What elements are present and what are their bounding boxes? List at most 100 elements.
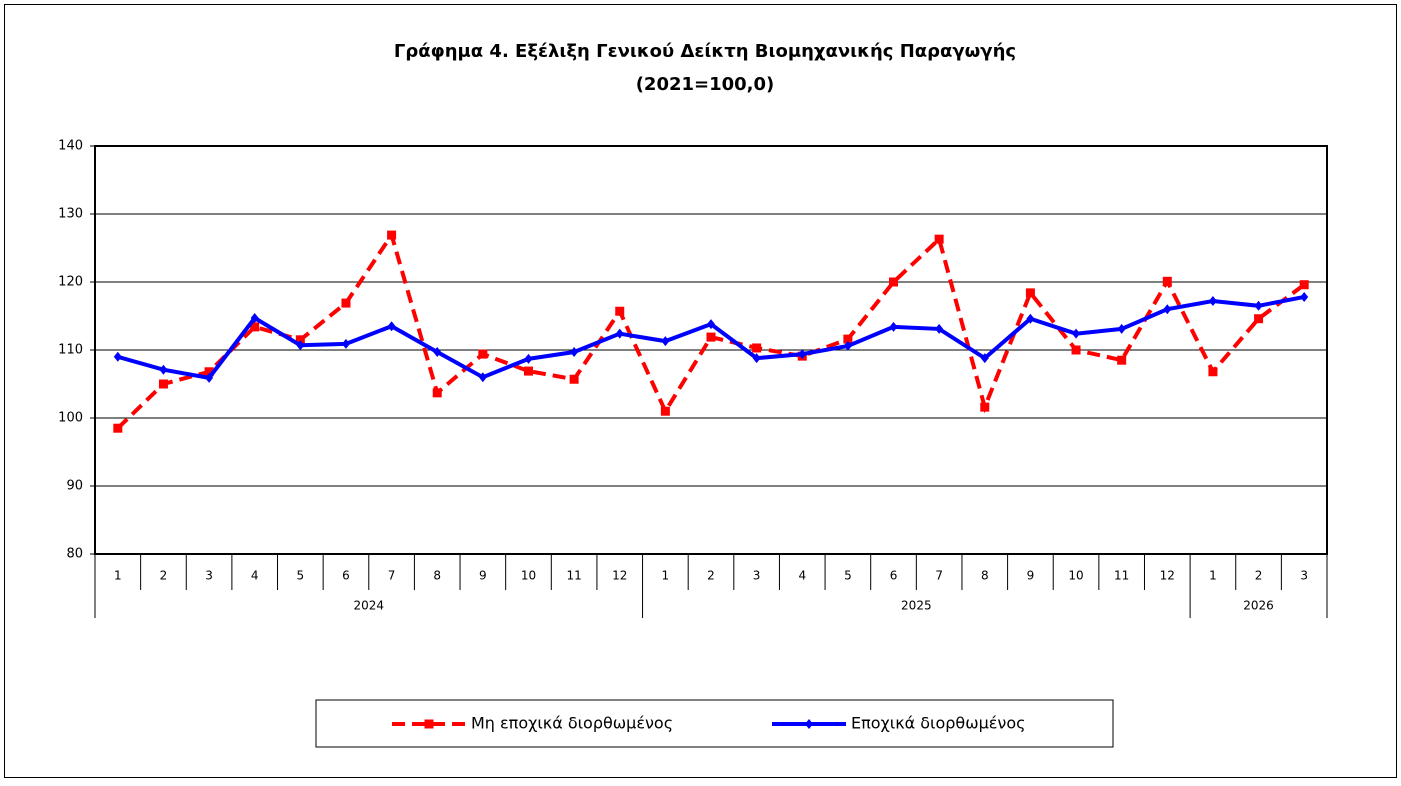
chart-frame: [4, 4, 1397, 778]
marker: [478, 349, 488, 359]
marker: [1162, 276, 1172, 286]
x-tick-label: 9: [479, 569, 487, 583]
marker: [1026, 313, 1035, 324]
marker: [660, 406, 670, 416]
chart-title: Γράφημα 4. Εξέλιξη Γενικού Δείκτη Βιομηχ…: [394, 41, 1016, 62]
marker: [113, 423, 123, 433]
marker: [889, 321, 898, 332]
x-tick-label: 10: [1068, 569, 1083, 583]
marker: [1208, 367, 1218, 377]
x-tick-label: 4: [798, 569, 806, 583]
marker: [296, 340, 305, 351]
marker: [159, 364, 168, 375]
marker: [798, 349, 807, 360]
y-tick-label: 80: [66, 547, 83, 562]
marker: [478, 372, 487, 383]
x-tick-label: 4: [251, 569, 259, 583]
marker: [1254, 314, 1264, 324]
plot-border: [94, 145, 1328, 555]
marker: [250, 313, 259, 324]
y-tick-label: 90: [66, 479, 83, 494]
marker: [250, 322, 260, 332]
x-tick-label: 8: [433, 569, 441, 583]
marker: [843, 340, 852, 351]
marker: [661, 336, 670, 347]
marker: [1117, 323, 1126, 334]
marker: [341, 298, 351, 308]
legend-label: Εποχικά διορθωμένος: [851, 714, 1026, 733]
chart-subtitle: (2021=100,0): [636, 74, 775, 95]
x-tick-label: 5: [844, 569, 852, 583]
marker: [615, 306, 625, 316]
marker: [387, 230, 397, 240]
marker: [935, 323, 944, 334]
marker: [752, 343, 762, 353]
x-tick-label: 2: [160, 569, 168, 583]
x-tick-label: 12: [1160, 569, 1175, 583]
x-group-label: 2024: [354, 599, 385, 613]
x-tick-label: 1: [662, 569, 670, 583]
marker: [1208, 296, 1217, 307]
x-tick-label: 12: [612, 569, 627, 583]
x-tick-label: 6: [342, 569, 350, 583]
marker: [158, 379, 168, 389]
marker: [1163, 304, 1172, 315]
marker: [113, 351, 122, 362]
marker: [523, 366, 533, 376]
marker: [433, 347, 442, 358]
marker: [1299, 280, 1309, 290]
x-tick-label: 10: [521, 569, 536, 583]
x-tick-label: 3: [1300, 569, 1308, 583]
x-tick-label: 7: [388, 569, 396, 583]
marker: [1071, 345, 1081, 355]
marker: [424, 719, 434, 729]
marker: [1072, 328, 1081, 339]
marker: [432, 388, 442, 398]
marker: [205, 372, 214, 383]
x-tick-label: 8: [981, 569, 989, 583]
y-tick-label: 130: [58, 207, 83, 222]
y-tick-label: 100: [58, 411, 83, 426]
marker: [387, 321, 396, 332]
marker: [843, 334, 853, 344]
x-tick-label: 5: [297, 569, 305, 583]
x-tick-label: 7: [935, 569, 943, 583]
y-tick-label: 140: [58, 139, 83, 154]
x-group-label: 2025: [901, 599, 932, 613]
x-tick-label: 11: [1114, 569, 1129, 583]
marker: [889, 277, 899, 287]
x-tick-label: 2: [1255, 569, 1263, 583]
legend-label: Μη εποχικά διορθωμένος: [471, 714, 673, 733]
y-tick-label: 120: [58, 275, 83, 290]
marker: [295, 335, 305, 345]
marker: [805, 719, 813, 729]
marker: [752, 353, 761, 364]
marker: [1300, 291, 1309, 302]
x-tick-label: 6: [890, 569, 898, 583]
marker: [707, 319, 715, 330]
x-tick-label: 9: [1027, 569, 1035, 583]
x-tick-label: 2: [707, 569, 715, 583]
marker: [524, 353, 533, 364]
legend-box: [315, 699, 1114, 748]
marker: [204, 367, 214, 377]
marker: [569, 374, 579, 384]
x-group-label: 2026: [1243, 599, 1274, 613]
x-tick-label: 11: [566, 569, 581, 583]
x-tick-label: 3: [205, 569, 213, 583]
marker: [1025, 288, 1035, 298]
marker: [934, 234, 944, 244]
marker: [980, 402, 990, 412]
x-tick-label: 1: [1209, 569, 1217, 583]
marker: [615, 328, 624, 339]
marker: [706, 332, 716, 342]
marker: [980, 353, 989, 364]
marker: [570, 347, 579, 358]
x-tick-label: 3: [753, 569, 761, 583]
marker: [1117, 355, 1127, 365]
marker: [341, 338, 350, 349]
y-tick-label: 110: [58, 343, 83, 358]
marker: [1254, 300, 1263, 311]
